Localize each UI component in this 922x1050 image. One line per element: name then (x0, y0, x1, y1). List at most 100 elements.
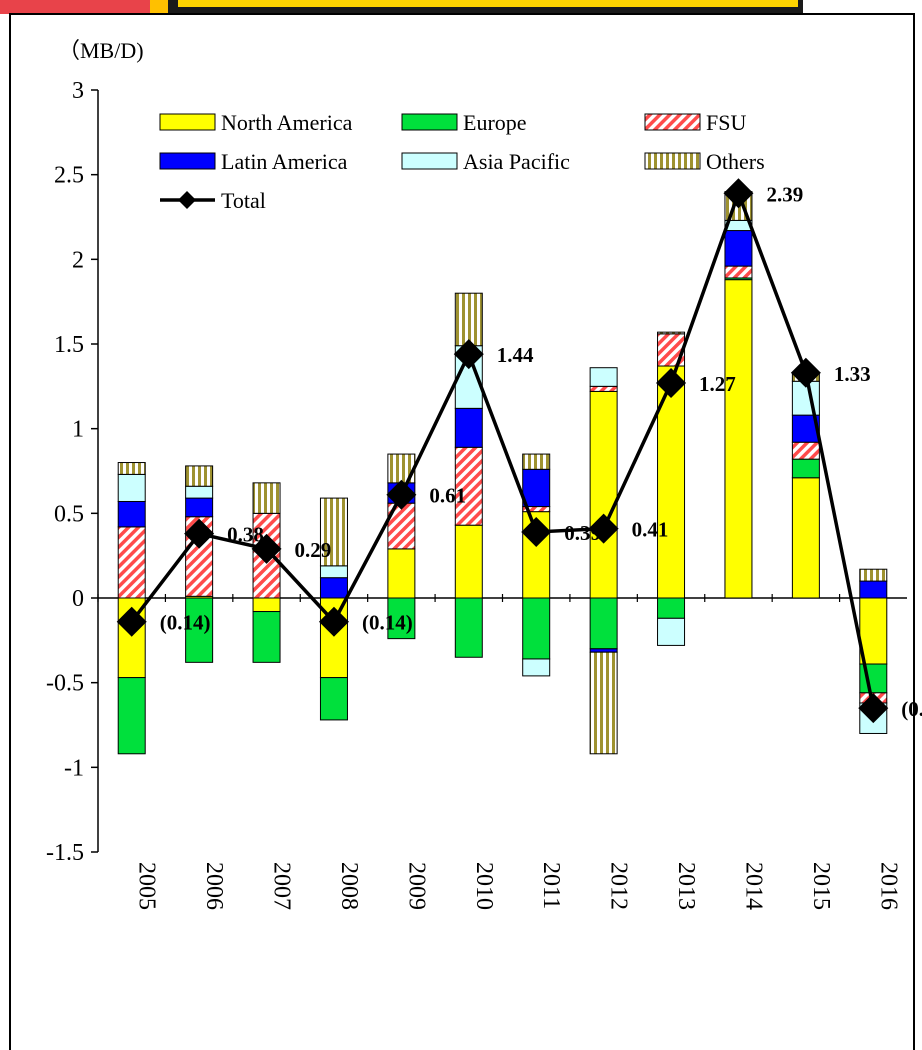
total-data-label: (0.14) (362, 611, 413, 635)
bar-segment-europe (117, 677, 146, 755)
legend-label: Asia Pacific (463, 149, 570, 174)
bar-segment-latin-america (589, 648, 618, 653)
legend-swatch (159, 152, 216, 170)
legend-label: Latin America (221, 149, 348, 174)
axes: -1.5 -1 -0.5 0 0.5 1 1.5 2 2.5 3 2005 2006 2007 2008 2… (46, 78, 907, 910)
bar-segment-north-america (454, 524, 483, 599)
y-tick-label: 1.5 (54, 332, 84, 358)
bar-segment-north-america (859, 597, 888, 665)
y-tick-label: -0.5 (46, 671, 84, 697)
bar-segment-latin-america (185, 497, 214, 518)
y-tick-label: 2.5 (54, 163, 84, 189)
x-tick-label: 2005 (134, 862, 160, 910)
total-point (386, 479, 417, 510)
total-data-label: 1.44 (497, 343, 534, 367)
total-point (251, 533, 282, 564)
bar-segment-asia-pacific (522, 658, 551, 677)
x-tick-label: 2013 (673, 862, 699, 910)
x-tick-label: 2016 (875, 862, 901, 910)
bar-segment-others (859, 568, 888, 582)
bar-segment-latin-america (454, 407, 483, 448)
bar-segment-asia-pacific (185, 485, 214, 499)
bar-segment-north-america (589, 390, 618, 599)
total-point (588, 513, 619, 544)
bar-segment-europe (319, 677, 348, 721)
total-data-label: (0.14) (160, 611, 211, 635)
total-data-label: 2.39 (766, 182, 803, 206)
y-unit-label: （MB/D) (58, 38, 144, 63)
bar-segment-latin-america (859, 580, 888, 599)
x-tick-label: 2008 (336, 862, 362, 910)
bar-segment-others (522, 453, 551, 470)
top-decoration-yellow (150, 0, 168, 14)
total-point (656, 367, 687, 398)
legend-label: Total (221, 188, 266, 213)
legend-swatch (644, 152, 701, 170)
x-tick-label: 2010 (471, 862, 497, 910)
total-data-label: 0.38 (227, 523, 264, 547)
bar-segment-others (319, 497, 348, 567)
bars (117, 191, 888, 755)
total-data-label: 1.33 (834, 362, 871, 386)
bar-segment-latin-america (724, 230, 753, 267)
top-decoration-yellow-strip (178, 0, 798, 7)
total-series-line (130, 188, 876, 709)
bar-segment-others (117, 462, 146, 475)
y-tick-label: 0.5 (54, 501, 84, 527)
total-point (453, 339, 484, 370)
x-tick-label: 2014 (740, 862, 766, 910)
legend: North America Europe FSU Latin America Asia … (159, 110, 765, 213)
bar-segment-asia-pacific (319, 565, 348, 579)
total-point (521, 516, 552, 547)
total-line: (0.14)0.380.29(0.14)0.611.440.39 0.411.27… (116, 178, 922, 724)
total-data-label: 0.41 (632, 518, 669, 542)
bar-segment-europe (185, 597, 214, 663)
total-point (184, 518, 215, 549)
x-tick-label: 2007 (269, 862, 295, 910)
total-data-label: 1.27 (699, 372, 736, 396)
bar-segment-fsu (791, 441, 820, 460)
bar-segment-others (185, 465, 214, 487)
total-data-label: 0.29 (295, 538, 332, 562)
y-tick-label: -1 (64, 755, 84, 781)
legend-swatch (159, 113, 216, 131)
legend-swatch (401, 152, 458, 170)
y-tick-label: -1.5 (46, 840, 84, 866)
y-tick-label: 3 (72, 78, 84, 104)
bar-segment-others (589, 651, 618, 755)
legend-label: FSU (706, 110, 746, 135)
bar-segment-asia-pacific (117, 473, 146, 502)
legend-label: North America (221, 110, 353, 135)
bar-segment-others (454, 292, 483, 347)
y-tick-label: 1 (72, 417, 84, 443)
bar-segment-fsu (724, 265, 753, 279)
bar-segment-north-america (791, 477, 820, 599)
bar-segment-asia-pacific (589, 367, 618, 387)
bar-segment-latin-america (319, 577, 348, 599)
legend-total-marker (178, 191, 196, 209)
bar-segment-fsu (589, 385, 618, 392)
bar-segment-europe (387, 597, 416, 640)
bar-segment-fsu (117, 526, 146, 599)
y-tick-label: 2 (72, 247, 84, 273)
bar-segment-europe (791, 458, 820, 479)
legend-label: Europe (463, 110, 527, 135)
bar-segment-latin-america (522, 468, 551, 508)
bar-segment-others (657, 331, 686, 335)
legend-swatch (401, 113, 458, 131)
bar-segment-europe (589, 597, 618, 650)
legend-label: Others (706, 149, 765, 174)
total-data-label: (0.65) (901, 697, 922, 721)
bar-segment-europe (252, 611, 281, 663)
total-point (116, 606, 147, 637)
bar-segment-europe (522, 597, 551, 660)
total-point (790, 357, 821, 388)
bar-segment-north-america (724, 279, 753, 599)
x-tick-label: 2006 (201, 862, 227, 910)
x-tick-label: 2012 (606, 862, 632, 910)
bar-segment-europe (454, 597, 483, 658)
bar-segment-europe (657, 597, 686, 619)
bar-segment-others (252, 482, 281, 514)
x-tick-label: 2009 (403, 862, 429, 910)
